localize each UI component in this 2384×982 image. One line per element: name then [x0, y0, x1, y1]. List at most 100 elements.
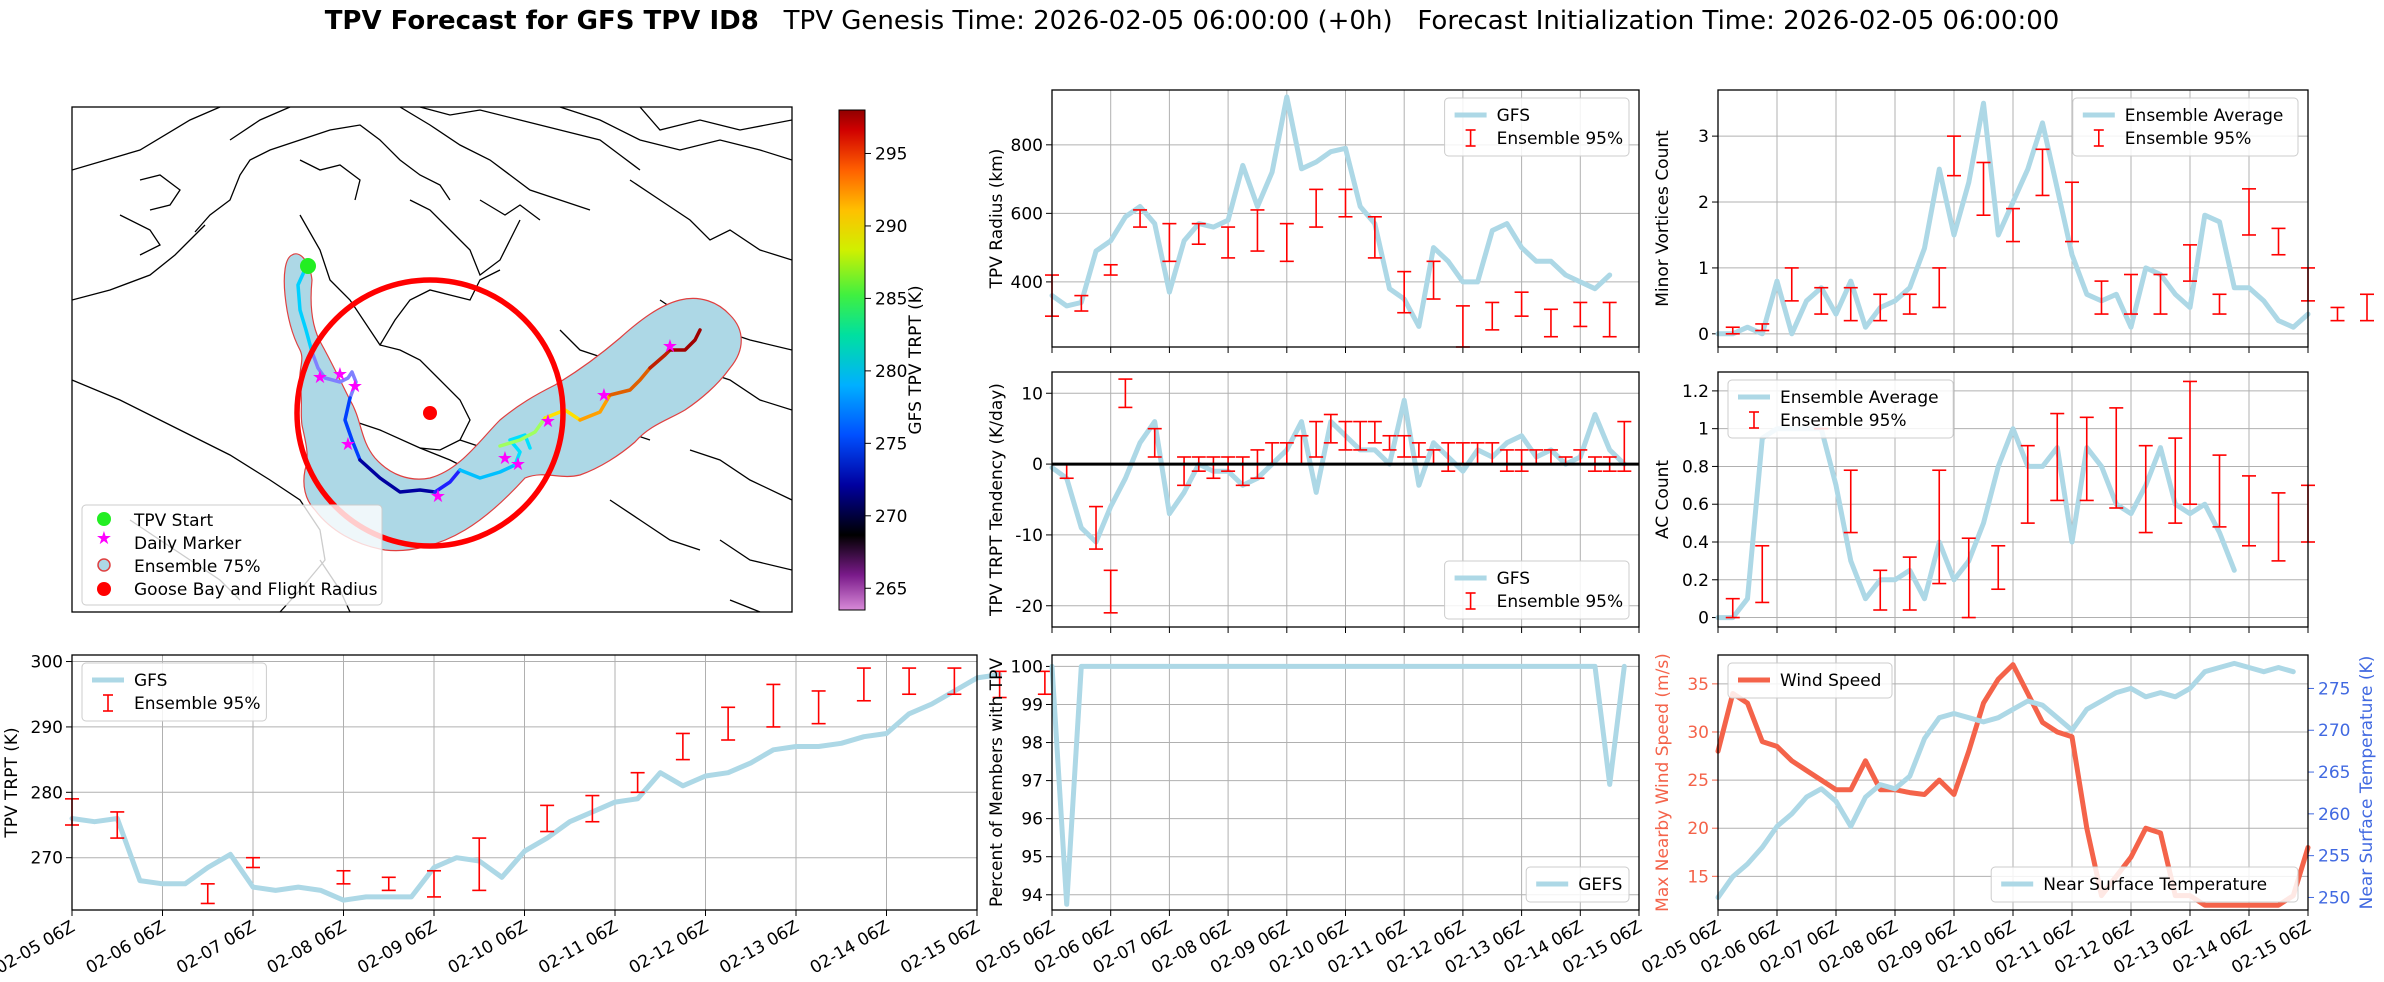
map-legend: ★ TPV Start Daily Marker Ensemble 75% Go…	[81, 504, 383, 606]
x-tick-label: 02-08 06Z	[264, 917, 350, 978]
ensemble-75-plume	[283, 253, 742, 552]
tpv-start-marker	[300, 258, 316, 274]
y-tick-label: 95	[1021, 848, 1043, 868]
y-tick-label: 0	[1032, 455, 1043, 475]
y-tick-label: 30	[1687, 723, 1709, 743]
x-tick-label: 02-15 06Z	[897, 917, 983, 978]
y-tick-label: 0	[1698, 325, 1709, 345]
map-content: ★ ★ ★ ★ ★ ★ ★ ★ ★ ★ ★ TPV Start Daily Ma…	[72, 107, 792, 612]
chart-tendency: -20 -10 0 10 TPV TRPT Tendency (K/day) GFS Ens…	[987, 371, 1640, 633]
y-axis-label: TPV TRPT Tendency (K/day)	[987, 383, 1007, 617]
y-tick-label: 25	[1687, 771, 1709, 791]
legend-frame	[1444, 97, 1630, 157]
legend-frame	[1727, 379, 1954, 439]
legend-label: GEFS	[1578, 875, 1622, 895]
legend-frame	[1990, 866, 2299, 903]
tpv-track	[296, 263, 702, 494]
chart-minor: 0 1 2 3 Minor Vortices Count Ensemble Average…	[1653, 89, 2374, 353]
series-line	[69, 672, 1003, 903]
y2-tick-label: 260	[2318, 805, 2350, 825]
series-line	[1715, 660, 2296, 900]
init-time: Forecast Initialization Time: 2026-02-05…	[1417, 6, 2060, 36]
y-tick-label: 0.4	[1682, 533, 1709, 553]
y-axis-label: Max Nearby Wind Speed (m/s)	[1653, 653, 1673, 912]
y-tick-label: 20	[1687, 819, 1709, 839]
legend-label: Ensemble 95%	[134, 694, 261, 714]
y-tick-label: -10	[1015, 526, 1043, 546]
svg-text:★: ★	[510, 454, 526, 475]
chart-panels: 02-05 06Z 02-06 06Z 02-07 06Z 02-08 06Z 02-0…	[0, 89, 2377, 978]
colorbar-gradient	[838, 109, 866, 611]
legend-frame	[1525, 866, 1630, 903]
series-line	[1049, 663, 1627, 907]
legend-label: Wind Speed	[1780, 671, 1881, 691]
x-tick-label: 02-09 06Z	[354, 917, 440, 978]
legend-tpv-start: TPV Start	[133, 511, 214, 531]
colorbar-ticks: 265 270 275 280 285 290 295	[865, 144, 907, 599]
legend-daily-marker-icon: ★	[96, 528, 112, 549]
y-tick-label: 0.8	[1682, 457, 1709, 477]
svg-text:★: ★	[497, 448, 513, 469]
y-axis-label: Percent of Members with TPV	[987, 658, 1007, 907]
chart-trpt: 02-05 06Z 02-06 06Z 02-07 06Z 02-08 06Z 02-0…	[0, 653, 1098, 978]
series-line	[1715, 100, 2311, 337]
svg-text:★: ★	[312, 367, 328, 388]
y-tick-label: 400	[1011, 273, 1043, 293]
legend-label: GFS	[1497, 106, 1530, 126]
y-tick-label: 1	[1698, 420, 1709, 440]
x-tick-label: 02-14 06Z	[807, 917, 893, 978]
y-tick-label: 2	[1698, 193, 1709, 213]
y-tick-label: 0.6	[1682, 495, 1709, 515]
svg-text:★: ★	[540, 411, 556, 432]
figure-title: TPV Forecast for GFS TPV ID8 TPV Genesis…	[0, 6, 2384, 36]
y-tick-label: 300	[31, 653, 63, 673]
y-tick-label: -20	[1015, 597, 1043, 617]
series-line	[1049, 94, 1613, 329]
colorbar-tick-label: 285	[875, 289, 907, 309]
y-tick-label: 15	[1687, 867, 1709, 887]
plot-frame	[1717, 654, 2309, 911]
plot-frame	[1051, 89, 1640, 348]
colorbar: 265 270 275 280 285 290 295 GFS TPV TRPT (K)	[838, 109, 926, 611]
colorbar-label: GFS TPV TRPT (K)	[906, 285, 926, 434]
y-tick-label: 270	[31, 849, 63, 869]
colorbar-tick-label: 275	[875, 434, 907, 454]
colorbar-tick-label: 270	[875, 507, 907, 527]
legend: GFS Ensemble 95%	[1444, 560, 1630, 620]
y2-tick-label: 270	[2318, 721, 2350, 741]
colorbar-tick-label: 290	[875, 217, 907, 237]
legend-label: Ensemble 95%	[2125, 129, 2252, 149]
y-tick-label: 290	[31, 718, 63, 738]
x-tick-label: 02-11 06Z	[535, 917, 621, 978]
legend-goose-bay: Goose Bay and Flight Radius	[134, 580, 378, 600]
svg-text:★: ★	[340, 434, 356, 455]
y-tick-label: 600	[1011, 204, 1043, 224]
y-tick-label: 35	[1687, 675, 1709, 695]
legend: Ensemble Average Ensemble 95%	[2072, 97, 2299, 157]
legend-frame	[2072, 97, 2299, 157]
svg-text:★: ★	[430, 486, 446, 507]
y2-axis-label: Near Surface Temperature (K)	[2357, 656, 2377, 910]
y-axis-label: TPV Radius (km)	[987, 149, 1007, 290]
plot-frame	[1051, 654, 1640, 911]
x-tick-label: 02-10 06Z	[445, 917, 531, 978]
daily-markers: ★ ★ ★ ★ ★ ★ ★ ★ ★ ★	[312, 336, 678, 507]
plot-frame	[1717, 371, 2309, 628]
y-tick-label: 3	[1698, 127, 1709, 147]
genesis-time: TPV Genesis Time: 2026-02-05 06:00:00 (+…	[783, 6, 1393, 36]
y-axis-label: TPV TRPT (K)	[2, 727, 22, 838]
map-panel: ★ ★ ★ ★ ★ ★ ★ ★ ★ ★ ★ TPV Start Daily Ma…	[71, 106, 793, 613]
y-tick-label: 1.2	[1682, 382, 1709, 402]
y-tick-label: 98	[1021, 734, 1043, 754]
legend-label: Near Surface Temperature	[2043, 875, 2267, 895]
legend-ensemble-icon	[97, 558, 111, 572]
legend-daily-marker: Daily Marker	[134, 534, 241, 554]
y-axis-label: Minor Vortices Count	[1653, 130, 1673, 307]
y2-tick-label: 250	[2318, 888, 2350, 908]
y2-tick-label: 255	[2318, 847, 2350, 867]
y-tick-label: 10	[1021, 384, 1043, 404]
y-tick-label: 100	[1011, 657, 1043, 677]
